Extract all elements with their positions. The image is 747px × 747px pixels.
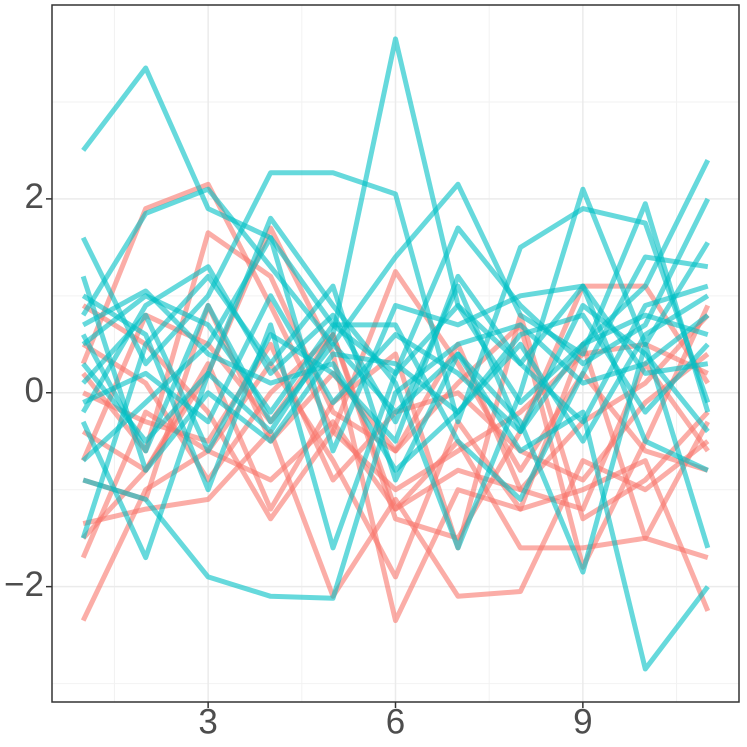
series-line (80, 275, 710, 473)
panel-border (51, 4, 740, 703)
y-tick-label: 2 (25, 177, 44, 216)
series-line (82, 288, 710, 473)
series-line (82, 313, 710, 601)
y-tick-label: −2 (4, 565, 44, 604)
series-line (80, 170, 711, 425)
series-line (81, 181, 711, 413)
series-line (80, 273, 711, 575)
lines (80, 36, 711, 672)
series-line (82, 293, 710, 434)
series-line (82, 429, 710, 599)
series-line (81, 36, 709, 444)
y-tick-label: 0 (25, 371, 44, 410)
series-line (82, 303, 710, 512)
series-line (81, 158, 711, 434)
x-tick-label: 3 (198, 702, 217, 741)
series-line (81, 235, 709, 473)
x-tick-label: 6 (386, 702, 405, 741)
series-line (81, 269, 709, 522)
x-tick-label: 9 (573, 702, 592, 741)
